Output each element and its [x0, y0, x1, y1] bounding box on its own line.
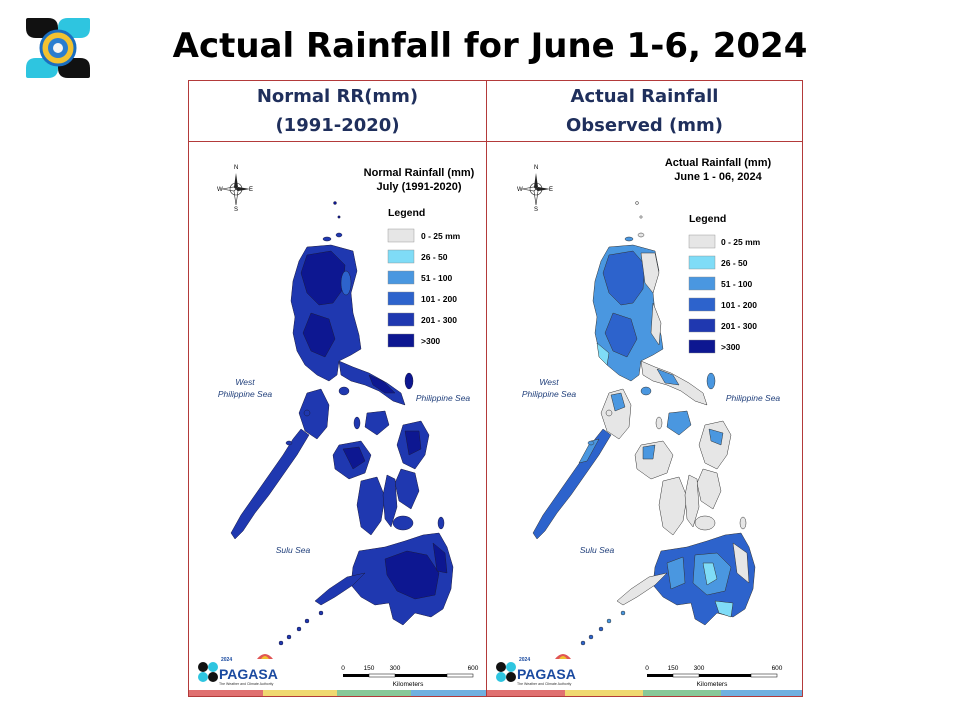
legend: Legend 0 - 25 mm 26 - 50 51 - 100 101 - … — [387, 207, 461, 348]
svg-text:600: 600 — [468, 665, 479, 672]
actual-rainfall-map-panel: N S W E Actual Rainfall (mm) June 1 - 06… — [487, 143, 802, 696]
svg-text:2024: 2024 — [221, 657, 232, 663]
svg-text:>300: >300 — [721, 342, 740, 352]
west-philippine-sea-line2: Philippine Sea — [218, 389, 273, 399]
svg-text:0: 0 — [341, 665, 345, 672]
header-actual-line1: Actual Rainfall — [570, 86, 719, 107]
svg-text:26 - 50: 26 - 50 — [421, 252, 448, 262]
compass-n-label: N — [534, 165, 538, 171]
slide-title: Actual Rainfall for June 1-6, 2024 — [172, 26, 808, 66]
legend-item-5: >300 — [688, 339, 740, 354]
scale-bar: 0 150 300 600 Kilometers — [645, 665, 783, 688]
compass-w-label: W — [517, 187, 523, 193]
legend-item-2: 51 - 100 — [688, 276, 752, 291]
map-title-line2: June 1 - 06, 2024 — [674, 171, 762, 183]
legend-item-2: 51 - 100 — [387, 270, 452, 285]
west-philippine-sea-line1: West — [539, 377, 559, 387]
map-title-line1: Actual Rainfall (mm) — [665, 157, 772, 169]
svg-text:101 - 200: 101 - 200 — [421, 294, 457, 304]
scale-unit: Kilometers — [393, 681, 424, 688]
column-divider — [486, 81, 487, 696]
svg-text:0 - 25 mm: 0 - 25 mm — [421, 231, 461, 241]
sulu-sea-label: Sulu Sea — [580, 545, 615, 555]
sulu-sea-label: Sulu Sea — [276, 545, 311, 555]
svg-text:The Weather and Climate Author: The Weather and Climate Authority — [517, 682, 572, 686]
pagasa-logo: 2024 PAGASA The Weather and Climate Auth… — [496, 654, 576, 686]
svg-text:PAGASA: PAGASA — [517, 666, 576, 682]
legend-item-1: 26 - 50 — [387, 249, 448, 264]
footer-stripe — [189, 690, 486, 696]
legend-item-3: 101 - 200 — [688, 297, 757, 312]
svg-text:51 - 100: 51 - 100 — [421, 273, 452, 283]
pagasa-logo: 2024 PAGASA The Weather and Climate Auth… — [198, 654, 278, 686]
svg-text:201 - 300: 201 - 300 — [421, 315, 457, 325]
philippine-sea-label: Philippine Sea — [726, 393, 781, 403]
svg-text:150: 150 — [364, 665, 375, 672]
legend-item-5: >300 — [387, 333, 440, 348]
footer-stripe — [487, 690, 802, 696]
svg-text:101 - 200: 101 - 200 — [721, 300, 757, 310]
scale-unit: Kilometers — [697, 681, 728, 688]
compass-s-label: S — [234, 207, 238, 213]
svg-text:150: 150 — [668, 665, 679, 672]
header-normal-line2: (1991-2020) — [275, 115, 400, 136]
svg-text:300: 300 — [694, 665, 705, 672]
svg-text:300: 300 — [390, 665, 401, 672]
svg-text:0: 0 — [645, 665, 649, 672]
compass-n-label: N — [234, 165, 238, 171]
compass-rose-icon: N S W E — [217, 165, 253, 213]
dost-pagasa-seal-logo — [24, 16, 92, 80]
svg-text:>300: >300 — [421, 336, 440, 346]
svg-text:201 - 300: 201 - 300 — [721, 321, 757, 331]
svg-text:PAGASA: PAGASA — [219, 666, 278, 682]
compass-rose-icon: N S W E — [517, 165, 553, 213]
comparison-table: Normal RR(mm) (1991-2020) Actual Rainfal… — [188, 80, 803, 697]
header-normal-rainfall: Normal RR(mm) (1991-2020) — [189, 81, 487, 142]
legend-item-1: 26 - 50 — [688, 255, 748, 270]
header-normal-line1: Normal RR(mm) — [256, 86, 419, 107]
svg-text:600: 600 — [772, 665, 783, 672]
svg-text:The Weather and Climate Author: The Weather and Climate Authority — [219, 682, 274, 686]
west-philippine-sea-line1: West — [235, 377, 255, 387]
compass-e-label: E — [249, 187, 253, 193]
legend-item-3: 101 - 200 — [387, 291, 457, 306]
svg-text:26 - 50: 26 - 50 — [721, 258, 748, 268]
compass-w-label: W — [217, 187, 223, 193]
header-actual-rainfall: Actual Rainfall Observed (mm) — [487, 81, 802, 142]
normal-rainfall-map-panel: N S W E Normal Rainfall (mm) July (1991-… — [189, 143, 486, 696]
west-philippine-sea-line2: Philippine Sea — [522, 389, 577, 399]
scale-bar: 0 150 300 600 Kilometers — [341, 665, 479, 688]
map-title-line1: Normal Rainfall (mm) — [364, 167, 475, 179]
legend-item-4: 201 - 300 — [688, 318, 757, 333]
map-title-line2: July (1991-2020) — [377, 181, 462, 193]
svg-text:0 - 25 mm: 0 - 25 mm — [721, 237, 761, 247]
philippines-actual-rainfall-map — [532, 201, 756, 646]
compass-e-label: E — [549, 187, 553, 193]
legend: Legend 0 - 25 mm 26 - 50 51 - 100 101 - … — [688, 213, 761, 354]
compass-s-label: S — [534, 207, 538, 213]
legend-title: Legend — [689, 213, 726, 225]
philippines-normal-rainfall-map — [230, 201, 454, 646]
legend-item-0: 0 - 25 mm — [387, 228, 461, 243]
svg-text:51 - 100: 51 - 100 — [721, 279, 752, 289]
philippine-sea-label: Philippine Sea — [416, 393, 471, 403]
legend-item-0: 0 - 25 mm — [688, 234, 761, 249]
header-actual-line2: Observed (mm) — [565, 115, 724, 136]
svg-text:2024: 2024 — [519, 657, 530, 663]
legend-title: Legend — [388, 207, 425, 219]
legend-item-4: 201 - 300 — [387, 312, 457, 327]
